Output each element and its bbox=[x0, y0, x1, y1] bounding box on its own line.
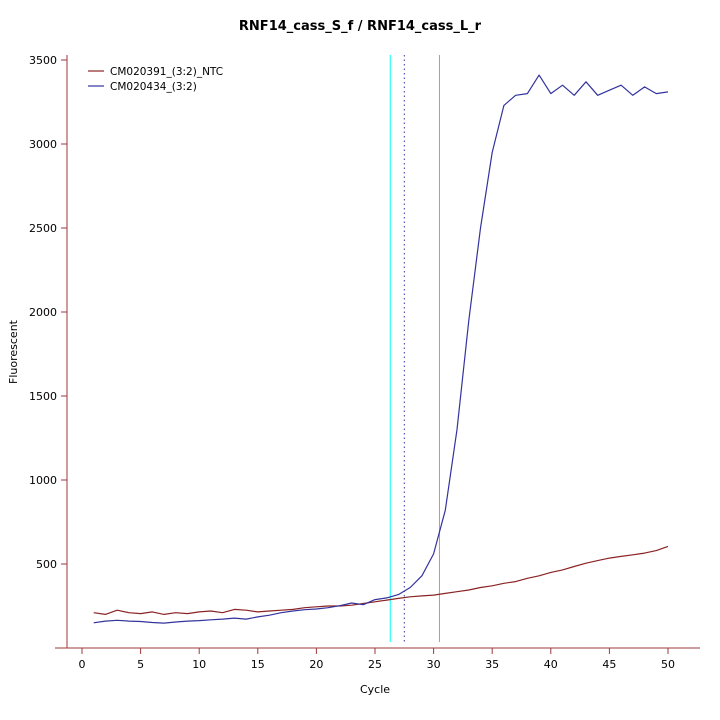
x-tick-label: 0 bbox=[79, 658, 86, 671]
y-tick-label: 3000 bbox=[29, 138, 57, 151]
y-tick-label: 2500 bbox=[29, 222, 57, 235]
y-tick-label: 3500 bbox=[29, 54, 57, 67]
x-tick-label: 10 bbox=[192, 658, 206, 671]
x-tick-label: 35 bbox=[485, 658, 499, 671]
legend-label-ntc: CM020391_(3:2)_NTC bbox=[110, 66, 223, 78]
y-tick-label: 500 bbox=[36, 558, 57, 571]
y-tick-label: 1500 bbox=[29, 390, 57, 403]
y-axis-label: Fluorescent bbox=[7, 319, 20, 384]
plot-area: 0 5 10 15 20 25 30 35 40 45 50 500 1000 1500 2000 2500 3… bbox=[29, 54, 700, 671]
x-tick-label: 5 bbox=[137, 658, 144, 671]
x-tick-label: 15 bbox=[251, 658, 265, 671]
x-tick-label: 20 bbox=[309, 658, 323, 671]
x-tick-label: 40 bbox=[544, 658, 558, 671]
x-tick-label: 25 bbox=[368, 658, 382, 671]
x-axis-label: Cycle bbox=[360, 683, 390, 696]
x-tick-label: 45 bbox=[602, 658, 616, 671]
chart-legend: CM020391_(3:2)_NTC CM020434_(3:2) bbox=[88, 66, 223, 93]
x-tick-label: 30 bbox=[427, 658, 441, 671]
y-tick-label: 2000 bbox=[29, 306, 57, 319]
x-tick-label: 50 bbox=[661, 658, 675, 671]
chart-title: RNF14_cass_S_f / RNF14_cass_L_r bbox=[239, 19, 482, 34]
series-line-0 bbox=[93, 545, 669, 616]
y-tick-label: 1000 bbox=[29, 474, 57, 487]
series-line-1 bbox=[93, 74, 669, 624]
legend-label-sample: CM020434_(3:2) bbox=[110, 81, 197, 93]
